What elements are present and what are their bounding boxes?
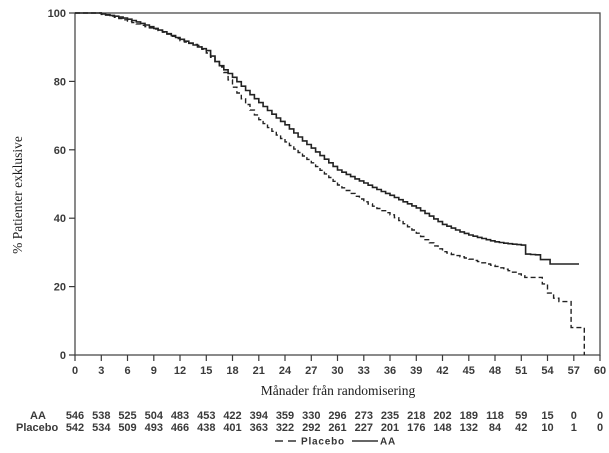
x-tick-label: 45 bbox=[463, 365, 475, 377]
x-tick-label: 9 bbox=[151, 365, 157, 377]
risk-value-aa: 422 bbox=[223, 410, 241, 422]
aa-curve bbox=[75, 12, 579, 265]
y-axis-label: % Patienter exklusive bbox=[10, 136, 25, 254]
x-tick-label: 15 bbox=[200, 365, 212, 377]
risk-value-placebo: 201 bbox=[381, 422, 399, 434]
x-tick-label: 21 bbox=[253, 365, 265, 377]
risk-value-aa: 202 bbox=[433, 410, 451, 422]
risk-value-aa: 538 bbox=[92, 410, 110, 422]
risk-value-placebo: 493 bbox=[145, 422, 163, 434]
risk-row-label-placebo: Placebo bbox=[16, 422, 58, 434]
at-risk-values: 546 538 525 504 483 453 422 394 359 330 296 273 235 2… bbox=[66, 410, 603, 434]
x-tick-label: 60 bbox=[594, 365, 606, 377]
y-tick-label: 80 bbox=[54, 76, 66, 88]
risk-value-placebo: 1 bbox=[571, 422, 577, 434]
risk-value-aa: 296 bbox=[328, 410, 346, 422]
x-tick-label: 48 bbox=[489, 365, 501, 377]
risk-value-aa: 273 bbox=[355, 410, 373, 422]
risk-value-placebo: 466 bbox=[171, 422, 189, 434]
risk-value-aa: 118 bbox=[486, 410, 504, 422]
tick-labels: 0 3 6 9 12 15 18 21 24 27 30 33 36 39 42 45 48 51 54 57 6002… bbox=[48, 8, 606, 377]
risk-value-placebo: 84 bbox=[489, 422, 502, 434]
risk-value-aa: 453 bbox=[197, 410, 215, 422]
risk-value-placebo: 363 bbox=[250, 422, 268, 434]
x-tick-label: 36 bbox=[384, 365, 396, 377]
legend-label-aa: AA bbox=[380, 437, 396, 448]
y-tick-label: 100 bbox=[48, 8, 66, 20]
risk-value-aa: 15 bbox=[541, 410, 553, 422]
x-tick-label: 33 bbox=[358, 365, 370, 377]
axis-ticks bbox=[69, 12, 601, 361]
risk-value-placebo: 132 bbox=[460, 422, 478, 434]
risk-value-aa: 235 bbox=[381, 410, 399, 422]
risk-value-placebo: 176 bbox=[407, 422, 425, 434]
legend-label-placebo: Placebo bbox=[301, 437, 345, 448]
risk-value-placebo: 322 bbox=[276, 422, 294, 434]
survival-curves bbox=[75, 12, 585, 355]
risk-value-placebo: 292 bbox=[302, 422, 320, 434]
risk-value-placebo: 534 bbox=[92, 422, 111, 434]
risk-value-aa: 218 bbox=[407, 410, 425, 422]
x-tick-label: 6 bbox=[124, 365, 130, 377]
x-axis-label: Månader från randomisering bbox=[261, 383, 416, 398]
x-tick-label: 54 bbox=[541, 365, 554, 377]
x-tick-label: 30 bbox=[331, 365, 343, 377]
x-tick-label: 0 bbox=[72, 365, 78, 377]
risk-value-aa: 359 bbox=[276, 410, 294, 422]
risk-value-placebo: 10 bbox=[541, 422, 553, 434]
x-tick-label: 18 bbox=[226, 365, 238, 377]
risk-value-placebo: 42 bbox=[515, 422, 527, 434]
risk-value-aa: 546 bbox=[66, 410, 84, 422]
risk-value-placebo: 401 bbox=[223, 422, 241, 434]
risk-value-aa: 525 bbox=[118, 410, 136, 422]
x-tick-label: 39 bbox=[410, 365, 422, 377]
y-tick-label: 20 bbox=[54, 282, 66, 294]
risk-value-aa: 330 bbox=[302, 410, 320, 422]
risk-value-aa: 0 bbox=[571, 410, 577, 422]
x-tick-label: 24 bbox=[279, 365, 292, 377]
legend: Placebo AA bbox=[275, 437, 396, 448]
risk-value-placebo: 261 bbox=[328, 422, 346, 434]
risk-value-aa: 59 bbox=[515, 410, 527, 422]
risk-value-placebo: 0 bbox=[597, 422, 603, 434]
x-tick-label: 57 bbox=[568, 365, 580, 377]
risk-value-placebo: 227 bbox=[355, 422, 373, 434]
y-tick-label: 60 bbox=[54, 145, 66, 157]
risk-value-placebo: 509 bbox=[118, 422, 136, 434]
y-tick-label: 0 bbox=[60, 350, 66, 362]
x-tick-label: 27 bbox=[305, 365, 317, 377]
x-tick-label: 3 bbox=[98, 365, 104, 377]
risk-row-label-aa: AA bbox=[30, 410, 46, 422]
x-tick-label: 12 bbox=[174, 365, 186, 377]
x-tick-label: 42 bbox=[436, 365, 448, 377]
placebo-curve bbox=[75, 12, 585, 355]
x-tick-label: 51 bbox=[515, 365, 527, 377]
risk-value-aa: 504 bbox=[145, 410, 164, 422]
risk-value-placebo: 542 bbox=[66, 422, 84, 434]
risk-value-placebo: 438 bbox=[197, 422, 215, 434]
risk-value-aa: 483 bbox=[171, 410, 189, 422]
risk-value-aa: 0 bbox=[597, 410, 603, 422]
risk-value-placebo: 148 bbox=[433, 422, 451, 434]
risk-value-aa: 394 bbox=[250, 410, 269, 422]
risk-value-aa: 189 bbox=[460, 410, 478, 422]
y-tick-label: 40 bbox=[54, 213, 66, 225]
